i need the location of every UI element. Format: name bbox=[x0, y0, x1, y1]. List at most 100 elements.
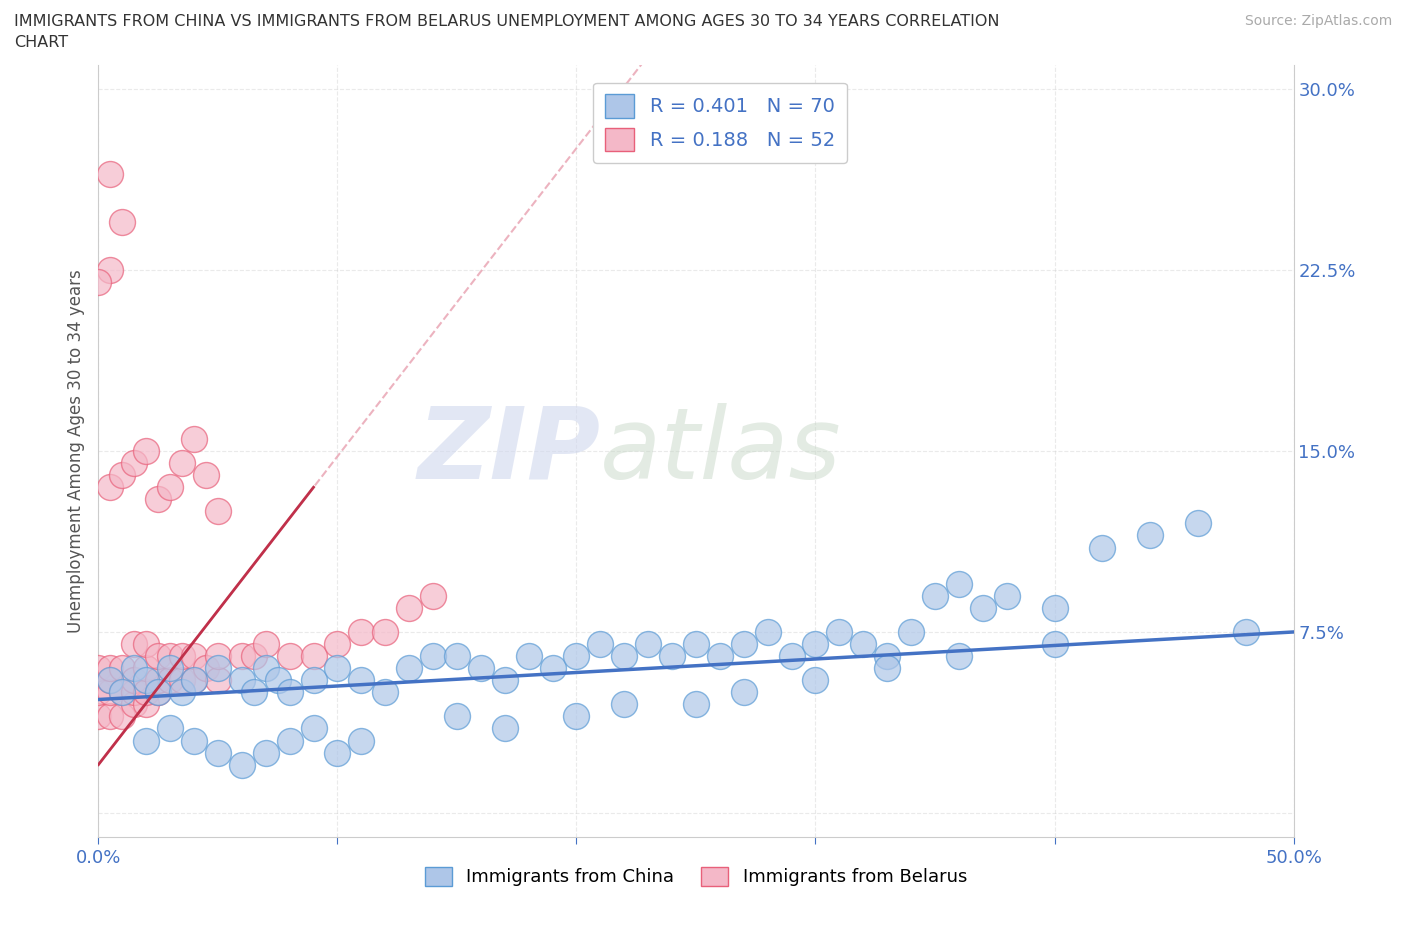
Point bbox=[207, 504, 229, 519]
Point bbox=[446, 709, 468, 724]
Point bbox=[124, 660, 146, 675]
Point bbox=[207, 745, 229, 760]
Point bbox=[565, 648, 588, 663]
Point bbox=[124, 684, 146, 699]
Point bbox=[111, 468, 134, 483]
Point bbox=[398, 601, 420, 616]
Point bbox=[948, 648, 970, 663]
Point bbox=[422, 589, 444, 604]
Point bbox=[124, 456, 146, 471]
Point bbox=[135, 697, 157, 711]
Point bbox=[98, 672, 122, 687]
Point bbox=[350, 733, 373, 748]
Point bbox=[87, 684, 110, 699]
Point bbox=[267, 672, 290, 687]
Point bbox=[254, 660, 277, 675]
Point bbox=[422, 648, 444, 663]
Point bbox=[159, 480, 181, 495]
Point bbox=[374, 625, 396, 640]
Point bbox=[111, 660, 134, 675]
Point bbox=[135, 637, 157, 652]
Point bbox=[350, 672, 373, 687]
Point bbox=[148, 672, 170, 687]
Point bbox=[98, 480, 122, 495]
Point bbox=[804, 637, 827, 652]
Point bbox=[1187, 516, 1209, 531]
Point bbox=[709, 648, 731, 663]
Text: ZIP: ZIP bbox=[418, 403, 600, 499]
Point bbox=[326, 637, 349, 652]
Point bbox=[172, 672, 194, 687]
Text: Source: ZipAtlas.com: Source: ZipAtlas.com bbox=[1244, 14, 1392, 28]
Point bbox=[637, 637, 659, 652]
Point bbox=[1139, 528, 1161, 543]
Point bbox=[159, 721, 181, 736]
Point bbox=[124, 637, 146, 652]
Point bbox=[876, 660, 898, 675]
Point bbox=[172, 456, 194, 471]
Point bbox=[148, 684, 170, 699]
Point bbox=[995, 589, 1018, 604]
Point bbox=[135, 444, 157, 458]
Point bbox=[1043, 601, 1066, 616]
Point bbox=[87, 274, 110, 289]
Point bbox=[135, 684, 157, 699]
Point bbox=[685, 637, 707, 652]
Point bbox=[302, 648, 325, 663]
Point bbox=[98, 262, 122, 277]
Legend: Immigrants from China, Immigrants from Belarus: Immigrants from China, Immigrants from B… bbox=[418, 860, 974, 894]
Point bbox=[852, 637, 875, 652]
Point bbox=[924, 589, 946, 604]
Point bbox=[470, 660, 492, 675]
Point bbox=[243, 684, 266, 699]
Text: atlas: atlas bbox=[600, 403, 842, 499]
Point bbox=[780, 648, 803, 663]
Point bbox=[98, 672, 122, 687]
Point bbox=[231, 648, 253, 663]
Point bbox=[350, 625, 373, 640]
Point bbox=[172, 684, 194, 699]
Point bbox=[124, 697, 146, 711]
Point bbox=[159, 648, 181, 663]
Point bbox=[254, 745, 277, 760]
Point bbox=[828, 625, 851, 640]
Point bbox=[98, 684, 122, 699]
Point bbox=[159, 672, 181, 687]
Point bbox=[183, 672, 205, 687]
Point bbox=[231, 672, 253, 687]
Point bbox=[613, 648, 636, 663]
Point bbox=[183, 672, 205, 687]
Point bbox=[87, 660, 110, 675]
Point bbox=[135, 672, 157, 687]
Point bbox=[172, 648, 194, 663]
Point bbox=[148, 648, 170, 663]
Point bbox=[972, 601, 994, 616]
Point bbox=[111, 709, 134, 724]
Point bbox=[254, 637, 277, 652]
Point bbox=[661, 648, 683, 663]
Point bbox=[278, 648, 301, 663]
Point bbox=[1043, 637, 1066, 652]
Point bbox=[124, 672, 146, 687]
Point bbox=[948, 577, 970, 591]
Point bbox=[148, 492, 170, 507]
Point bbox=[243, 648, 266, 663]
Point bbox=[207, 648, 229, 663]
Point bbox=[756, 625, 779, 640]
Point bbox=[1234, 625, 1257, 640]
Point bbox=[98, 166, 122, 181]
Point bbox=[876, 648, 898, 663]
Point bbox=[207, 672, 229, 687]
Text: IMMIGRANTS FROM CHINA VS IMMIGRANTS FROM BELARUS UNEMPLOYMENT AMONG AGES 30 TO 3: IMMIGRANTS FROM CHINA VS IMMIGRANTS FROM… bbox=[14, 14, 1000, 29]
Point bbox=[494, 672, 516, 687]
Point bbox=[195, 660, 218, 675]
Point bbox=[111, 215, 134, 230]
Point bbox=[900, 625, 922, 640]
Point bbox=[398, 660, 420, 675]
Point bbox=[733, 637, 755, 652]
Point bbox=[326, 660, 349, 675]
Point bbox=[98, 660, 122, 675]
Point bbox=[541, 660, 564, 675]
Point bbox=[613, 697, 636, 711]
Point bbox=[733, 684, 755, 699]
